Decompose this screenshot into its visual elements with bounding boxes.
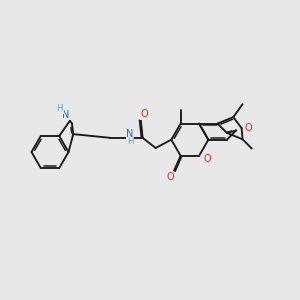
Text: O: O [203, 154, 211, 164]
Text: N: N [62, 110, 70, 120]
Text: O: O [140, 109, 148, 119]
Text: H: H [57, 104, 63, 113]
Text: O: O [245, 123, 253, 133]
Text: N: N [126, 129, 134, 139]
Text: O: O [166, 172, 174, 182]
Text: H: H [127, 137, 133, 146]
